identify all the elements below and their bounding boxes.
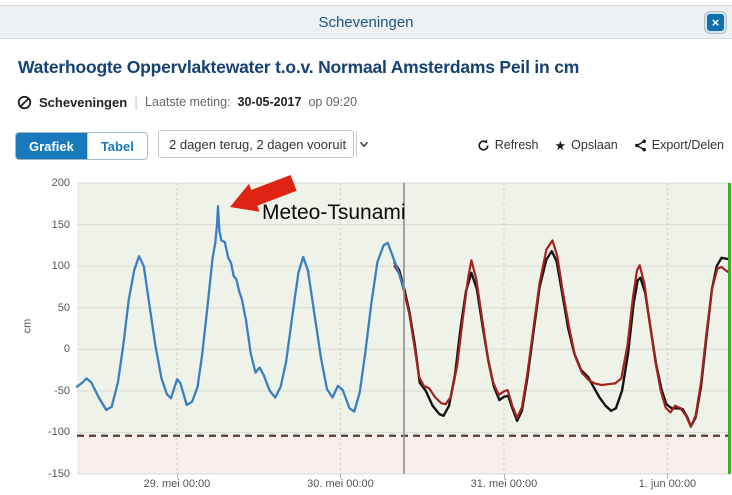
last-reading-time: op 09:20 [308,95,358,109]
y-axis-title: cm [21,318,34,334]
x-axis-label: 30. mei 00:00 [307,478,374,490]
x-axis-tick [667,474,669,479]
star-icon: ★ [554,137,567,153]
last-reading-label: Laatste meting: [145,95,231,109]
share-icon [634,139,646,151]
y-axis-label: 0 [63,343,70,356]
x-axis-tick [503,474,505,479]
station-name: Scheveningen [39,94,128,110]
x-axis-label: 29. mei 00:00 [143,478,211,490]
page-title: Waterhoogte Oppervlaktewater t.o.v. Norm… [18,57,580,77]
export-button[interactable]: Export/Delen [634,138,724,152]
series-red [393,239,731,428]
save-button[interactable]: ★ Opslaan [555,138,618,152]
x-axis-label: 31. mei 00:00 [470,478,538,490]
water-level-chart [75,182,731,475]
y-axis-label: -50 [54,384,70,397]
export-label: Export/Delen [651,138,724,152]
time-range-select[interactable]: 2 dagen terug, 2 dagen vooruit [158,130,369,158]
panel-header: Scheveningen [0,5,732,39]
panel-title: Scheveningen [318,13,414,31]
last-reading-date: 30-05-2017 [237,95,302,109]
x-axis-label: 1. jun 00:00 [638,478,697,490]
annotation-label: Meteo-Tsunami [262,201,406,224]
view-switcher: Grafiek Tabel [15,132,148,160]
y-axis-label: 100 [51,260,70,273]
y-axis-label: 50 [57,301,70,314]
refresh-icon [478,139,489,151]
close-button[interactable]: × [705,12,726,33]
x-axis-tick [340,474,342,479]
tab-tabel[interactable]: Tabel [86,133,147,159]
circle-slash-icon [17,95,32,109]
chevron-down-icon [356,131,371,157]
refresh-button[interactable]: Refresh [477,138,539,152]
y-axis-label: -100 [47,426,70,439]
chart-canvas [75,182,731,475]
y-axis-label: -150 [47,468,70,480]
tab-grafiek[interactable]: Grafiek [16,133,87,159]
save-label: Opslaan [571,138,618,152]
chart-actions: Refresh ★ Opslaan Export/Delen [477,138,724,152]
y-axis-label: 200 [51,177,70,189]
station-meta: Scheveningen | Laatste meting: 30-05-201… [17,93,357,111]
meta-divider: | [134,93,139,111]
y-axis-label: 150 [51,218,70,231]
series-blue [75,205,406,413]
x-axis-tick [176,474,178,479]
refresh-label: Refresh [494,138,539,152]
annotation-arrow-icon [230,175,297,212]
time-range-value: 2 dagen terug, 2 dagen vooruit [169,136,347,152]
